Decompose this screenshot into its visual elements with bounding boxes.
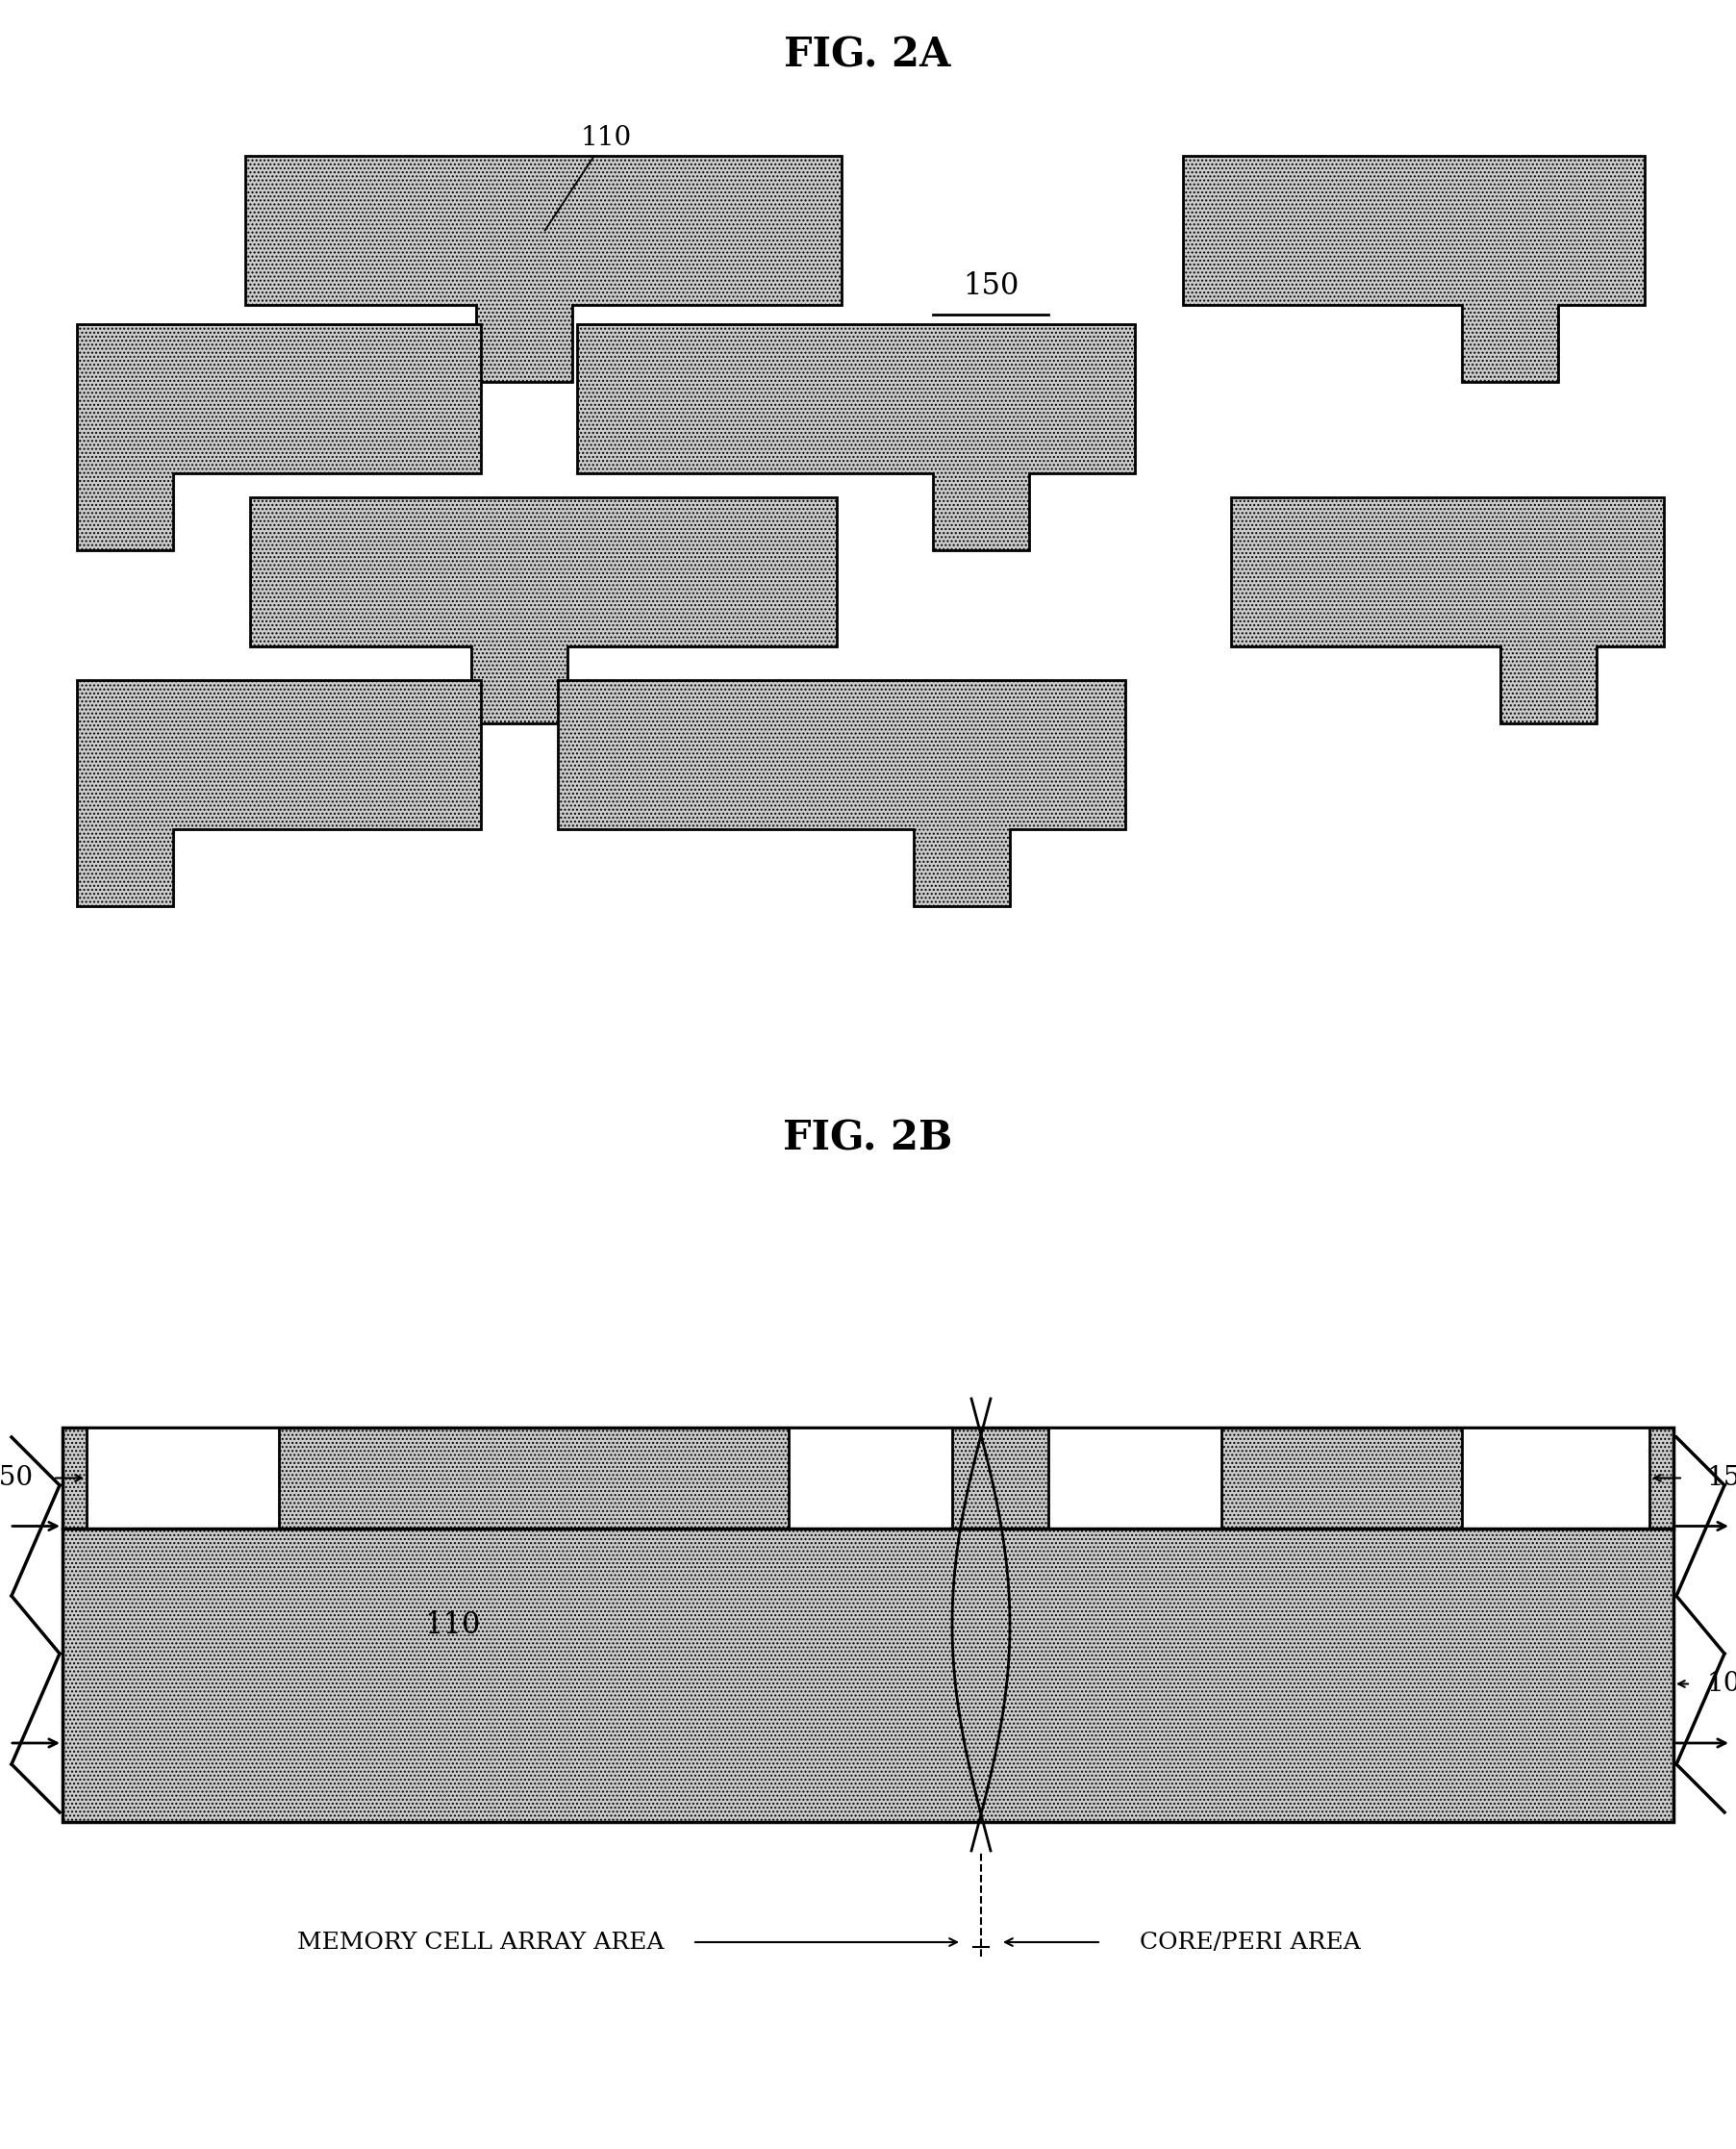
Text: 150: 150 <box>0 1466 33 1491</box>
Text: 150: 150 <box>962 271 1019 301</box>
Text: 100: 100 <box>1706 1672 1736 1698</box>
Text: CORE/PERI AREA: CORE/PERI AREA <box>1141 1932 1361 1953</box>
Text: 110: 110 <box>424 1610 481 1640</box>
Polygon shape <box>245 157 842 383</box>
Bar <box>1462 1427 1649 1528</box>
Bar <box>788 1427 951 1528</box>
Bar <box>1049 1427 1222 1528</box>
Text: FIG. 2A: FIG. 2A <box>785 34 951 75</box>
Text: 150: 150 <box>1706 1466 1736 1491</box>
Polygon shape <box>250 496 837 724</box>
Bar <box>87 1427 279 1528</box>
Text: FIG. 2B: FIG. 2B <box>783 1120 953 1158</box>
Polygon shape <box>76 324 481 550</box>
Polygon shape <box>557 679 1125 907</box>
Bar <box>62 1427 1674 1822</box>
Polygon shape <box>1182 157 1644 383</box>
Polygon shape <box>76 679 481 907</box>
Text: 110: 110 <box>545 125 632 230</box>
Polygon shape <box>1231 496 1663 724</box>
Polygon shape <box>576 324 1135 550</box>
Text: MEMORY CELL ARRAY AREA: MEMORY CELL ARRAY AREA <box>297 1932 665 1953</box>
